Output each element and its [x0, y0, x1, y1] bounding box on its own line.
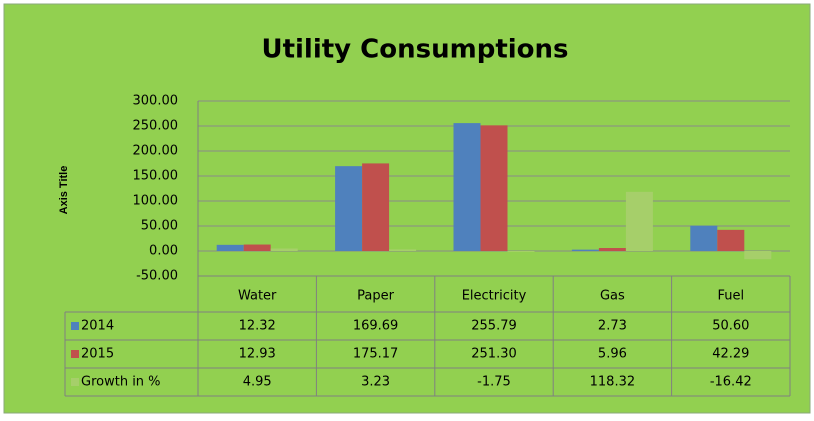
table-cell: 4.95: [243, 375, 272, 390]
bar: [453, 123, 481, 251]
bar: [744, 251, 772, 260]
table-cell: 255.79: [471, 319, 517, 334]
bar: [243, 244, 271, 251]
x-tick-label: Fuel: [717, 289, 744, 304]
legend-label: Growth in %: [81, 375, 161, 390]
y-axis-title: Axis Title: [58, 166, 70, 215]
chart-title: Utility Consumptions: [261, 35, 568, 65]
y-tick-label: 200.00: [133, 144, 179, 159]
y-tick-label: 50.00: [141, 219, 178, 234]
y-tick-label: 250.00: [133, 119, 179, 134]
legend-key: [71, 378, 79, 386]
table-cell: 118.32: [590, 375, 636, 390]
legend-label: 2015: [81, 347, 114, 362]
table-cell: -1.75: [477, 375, 511, 390]
y-tick-label: 0.00: [149, 244, 178, 259]
bar: [270, 248, 298, 251]
legend-key: [71, 322, 79, 330]
x-tick-label: Water: [238, 289, 277, 304]
chart-area: [3, 3, 811, 414]
bar: [362, 163, 390, 251]
bar: [216, 244, 244, 251]
bar: [571, 249, 599, 251]
bar: [690, 225, 718, 251]
bar: [335, 166, 363, 251]
y-tick-label: -50.00: [136, 269, 178, 284]
table-cell: 169.69: [353, 319, 399, 334]
table-cell: 3.23: [361, 375, 390, 390]
table-cell: 50.60: [712, 319, 749, 334]
table-cell: -16.42: [710, 375, 752, 390]
bar: [389, 249, 417, 251]
x-tick-label: Gas: [600, 289, 625, 304]
x-tick-label: Electricity: [462, 289, 527, 304]
table-cell: 12.32: [239, 319, 276, 334]
legend-label: 2014: [81, 319, 114, 334]
x-tick-label: Paper: [357, 289, 394, 304]
bar: [507, 251, 535, 252]
legend-key: [71, 350, 79, 358]
y-tick-label: 150.00: [133, 169, 179, 184]
table-cell: 5.96: [598, 347, 627, 362]
table-cell: 2.73: [598, 319, 627, 334]
table-cell: 42.29: [712, 347, 749, 362]
bar: [717, 229, 745, 251]
bar: [625, 191, 653, 251]
bar: [598, 248, 626, 251]
table-cell: 12.93: [239, 347, 276, 362]
bar: [480, 125, 508, 251]
table-cell: 251.30: [471, 347, 517, 362]
y-tick-label: 100.00: [133, 194, 179, 209]
y-tick-label: 300.00: [133, 94, 179, 109]
table-cell: 175.17: [353, 347, 399, 362]
